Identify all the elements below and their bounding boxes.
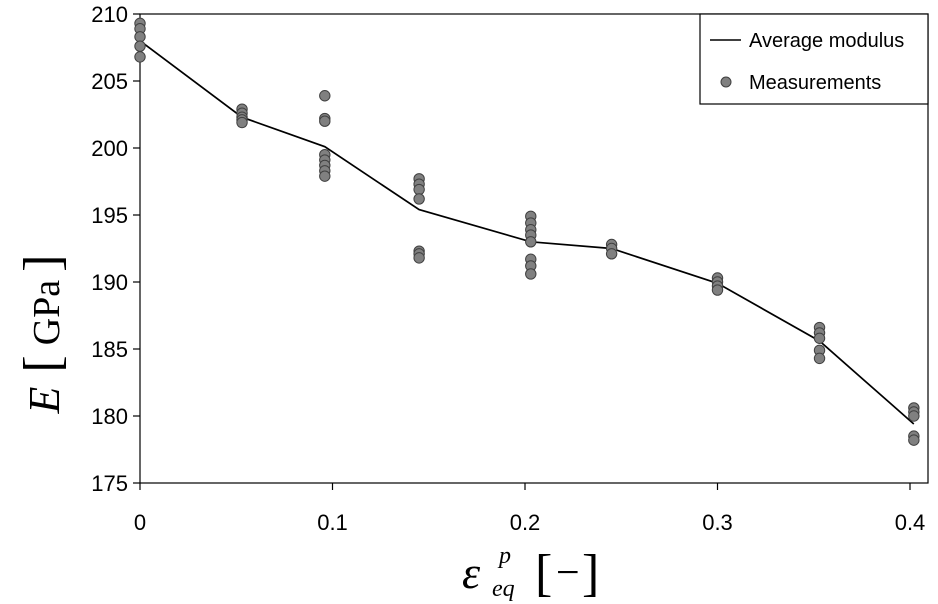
measurement-point (605, 248, 618, 260)
x-tick-label: 0.2 (510, 510, 541, 535)
x-tick-label: 0.4 (895, 510, 926, 535)
measurement-point (813, 352, 826, 365)
legend-label-measurements: Measurements (749, 72, 881, 94)
measurement-point (236, 116, 248, 129)
x-tick-label: 0.1 (317, 510, 348, 535)
y-axis-unit: GPa (26, 280, 68, 346)
y-tick-label: 185 (91, 337, 128, 362)
x-axis-close-bracket: ] (582, 545, 599, 602)
y-axis: 175 180 185 190 195 200 205 210 (91, 2, 140, 496)
measurement-point (525, 268, 537, 280)
measurement-point (908, 410, 920, 422)
x-axis-symbol: ε (462, 547, 481, 598)
legend: Average modulus Measurements (699, 13, 929, 105)
measurement-point (525, 236, 537, 248)
y-tick-label: 210 (91, 2, 128, 27)
legend-box (699, 13, 929, 105)
y-axis-open-bracket: [ (14, 355, 71, 372)
measurement-point (134, 40, 146, 52)
y-tick-label: 190 (91, 270, 128, 295)
measurement-point (319, 115, 331, 127)
x-axis-unit: − (556, 550, 580, 596)
y-axis-label: E [ GPa ] (14, 255, 71, 415)
measurement-point (319, 170, 331, 182)
y-tick-label: 200 (91, 136, 128, 161)
x-tick-label: 0 (134, 510, 146, 535)
measurement-point (134, 31, 146, 43)
measurement-point (319, 90, 331, 102)
measurement-point (134, 51, 146, 63)
x-axis-subscript: eq (492, 576, 515, 602)
x-axis-superscript: p (497, 543, 511, 569)
x-tick-label: 0.3 (702, 510, 733, 535)
measurement-point (413, 252, 425, 264)
y-axis-close-bracket: ] (14, 255, 71, 272)
y-axis-symbol: E (20, 387, 69, 415)
legend-marker-swatch (720, 76, 732, 88)
x-axis: 0 0.1 0.2 0.3 0.4 (134, 483, 925, 535)
measurements-series (134, 17, 920, 446)
measurement-point (413, 193, 425, 205)
svg-text:E [ GPa ]: E [ GPa ] (14, 255, 71, 415)
x-axis-open-bracket: [ (535, 545, 552, 602)
x-axis-label: ε p eq [ − ] (462, 543, 599, 602)
measurement-point (711, 284, 724, 296)
legend-label-average: Average modulus (749, 30, 904, 52)
y-tick-label: 205 (91, 69, 128, 94)
y-tick-label: 195 (91, 203, 128, 228)
measurement-point (908, 434, 920, 446)
y-tick-label: 180 (91, 404, 128, 429)
y-tick-label: 175 (91, 471, 128, 496)
measurement-point (813, 332, 826, 344)
measurement-point (413, 183, 425, 196)
plot-frame (139, 13, 929, 484)
